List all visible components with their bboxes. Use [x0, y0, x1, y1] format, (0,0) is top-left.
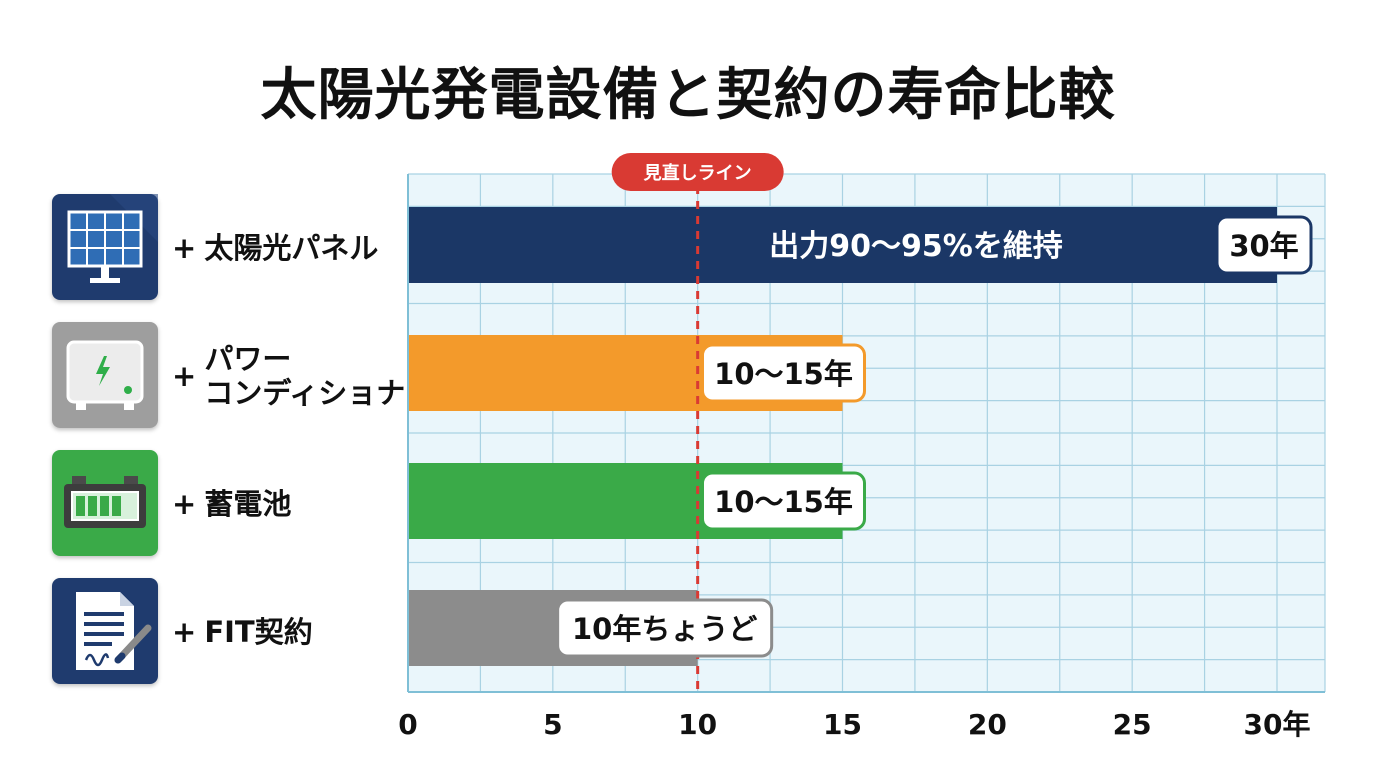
category-line: パワー: [204, 342, 292, 376]
bullet-plus: +: [172, 359, 197, 393]
reference-label-pill: [611, 153, 784, 191]
bullet-plus: +: [172, 487, 197, 521]
category-label-solar-panel: + 太陽光パネル: [172, 231, 378, 265]
category-line: FIT契約: [204, 615, 313, 649]
value-label-box: [701, 471, 866, 531]
x-tick-label: 25: [1113, 708, 1152, 741]
power-conditioner-icon-box: [52, 322, 158, 428]
x-tick-label: 0: [398, 708, 417, 741]
power-conditioner-icon: [52, 322, 158, 428]
value-label: 10年ちょうど: [572, 612, 757, 646]
chart-title: 太陽光発電設備と契約の寿命比較: [260, 63, 1116, 128]
contract-document-icon-box: [52, 578, 158, 684]
value-label: 10〜15年: [714, 485, 853, 519]
value-label: 30年: [1229, 229, 1298, 263]
bar-annotation: 出力90〜95%を維持: [769, 229, 1063, 264]
x-tick-label: 5: [543, 708, 562, 741]
value-label-box: [1215, 215, 1313, 275]
reference-label: 見直しライン: [643, 162, 752, 184]
bullet-plus: +: [172, 231, 197, 265]
category-line: 太陽光パネル: [204, 231, 379, 265]
category-line: コンディショナ: [204, 376, 406, 410]
category-label-battery: + 蓄電池: [172, 487, 291, 521]
category-line: 蓄電池: [204, 487, 292, 521]
value-label-box: [556, 598, 774, 658]
category-label-power-conditioner: + パワー コンディショナ: [172, 342, 405, 410]
battery-icon-box: [52, 450, 158, 556]
bar: [408, 207, 1277, 283]
contract-document-icon: [52, 578, 158, 684]
category-label-fit-contract: + FIT契約: [172, 615, 313, 649]
battery-icon: [52, 450, 158, 556]
x-tick-label: 10: [678, 708, 717, 741]
x-tick-label: 15: [823, 708, 862, 741]
solar-panel-icon-box: [52, 194, 158, 300]
x-tick-label: 20: [968, 708, 1007, 741]
bullet-plus: +: [172, 615, 197, 649]
value-label-box: [701, 343, 866, 403]
value-label: 10〜15年: [714, 357, 853, 391]
solar-panel-icon: [52, 194, 158, 300]
x-tick-label: 30年: [1244, 708, 1311, 741]
